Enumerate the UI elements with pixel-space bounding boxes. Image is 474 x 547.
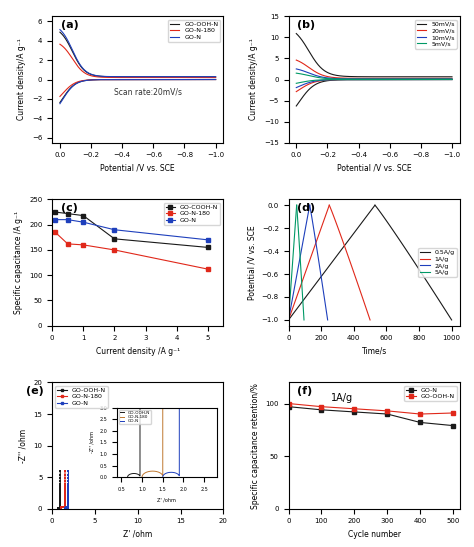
GO-OOH-N: [418, 411, 423, 417]
Legend: GO-N, GO-OOH-N: GO-N, GO-OOH-N: [404, 386, 456, 401]
Y-axis label: Specific capacitance retention/%: Specific capacitance retention/%: [251, 383, 260, 509]
Line: GO-COOH-N: GO-COOH-N: [53, 210, 210, 249]
Line: GO-OOH-N: GO-OOH-N: [286, 401, 455, 416]
GO-N: [319, 406, 324, 413]
GO-N: [65, 217, 71, 223]
Text: (d): (d): [297, 203, 315, 213]
Text: (a): (a): [61, 20, 79, 30]
GO-OOH-N: [450, 410, 456, 416]
Legend: 50mV/s, 20mV/s, 10mV/s, 5mV/s: 50mV/s, 20mV/s, 10mV/s, 5mV/s: [415, 20, 456, 49]
GO-N-180: [53, 229, 58, 236]
X-axis label: Time/s: Time/s: [362, 347, 387, 356]
Line: GO-N: GO-N: [53, 218, 210, 242]
GO-N: [352, 409, 357, 415]
GO-N: [286, 403, 292, 410]
Text: 1A/g: 1A/g: [331, 393, 354, 404]
X-axis label: Cycle number: Cycle number: [347, 530, 401, 539]
X-axis label: Potential /V vs. SCE: Potential /V vs. SCE: [100, 164, 175, 173]
GO-N-180: [205, 266, 210, 272]
X-axis label: Current density /A g⁻¹: Current density /A g⁻¹: [96, 347, 180, 356]
GO-OOH-N: [286, 400, 292, 407]
Legend: GO-COOH-N, GO-N-180, GO-N: GO-COOH-N, GO-N-180, GO-N: [164, 202, 220, 225]
Y-axis label: -Z'' /ohm: -Z'' /ohm: [19, 428, 28, 463]
GO-COOH-N: [65, 210, 71, 217]
GO-COOH-N: [53, 209, 58, 216]
GO-COOH-N: [81, 212, 86, 219]
GO-OOH-N: [384, 408, 390, 414]
Legend: GO-OOH-N, GO-N-180, GO-N: GO-OOH-N, GO-N-180, GO-N: [168, 20, 220, 42]
Text: Scan rate:20mV/s: Scan rate:20mV/s: [114, 87, 182, 96]
GO-N-180: [111, 247, 117, 253]
Y-axis label: Potential /V vs. SCE: Potential /V vs. SCE: [247, 225, 256, 300]
Line: GO-N-180: GO-N-180: [53, 230, 210, 271]
GO-N-180: [81, 242, 86, 248]
GO-COOH-N: [111, 236, 117, 242]
Legend: GO-OOH-N, GO-N-180, GO-N: GO-OOH-N, GO-N-180, GO-N: [55, 386, 108, 408]
GO-OOH-N: [352, 405, 357, 412]
GO-N: [81, 219, 86, 225]
Y-axis label: Specific capacitance /A g⁻¹: Specific capacitance /A g⁻¹: [14, 211, 23, 314]
GO-N: [111, 226, 117, 233]
Line: GO-N: GO-N: [286, 405, 455, 428]
GO-N-180: [65, 241, 71, 247]
GO-OOH-N: [319, 403, 324, 410]
Text: (c): (c): [61, 203, 78, 213]
Text: (e): (e): [27, 386, 44, 396]
GO-N: [450, 422, 456, 429]
Text: (f): (f): [297, 386, 312, 396]
Legend: 0.5A/g, 1A/g, 2A/g, 5A/g: 0.5A/g, 1A/g, 2A/g, 5A/g: [419, 248, 456, 277]
GO-N: [53, 217, 58, 223]
GO-N: [418, 419, 423, 426]
GO-COOH-N: [205, 244, 210, 251]
GO-N: [384, 411, 390, 417]
Y-axis label: Current density/A g⁻¹: Current density/A g⁻¹: [249, 39, 258, 120]
GO-N: [205, 236, 210, 243]
X-axis label: Potential /V vs. SCE: Potential /V vs. SCE: [337, 164, 411, 173]
Text: (b): (b): [297, 20, 315, 30]
Y-axis label: Current density/A g⁻¹: Current density/A g⁻¹: [18, 39, 27, 120]
X-axis label: Z' /ohm: Z' /ohm: [123, 530, 153, 539]
